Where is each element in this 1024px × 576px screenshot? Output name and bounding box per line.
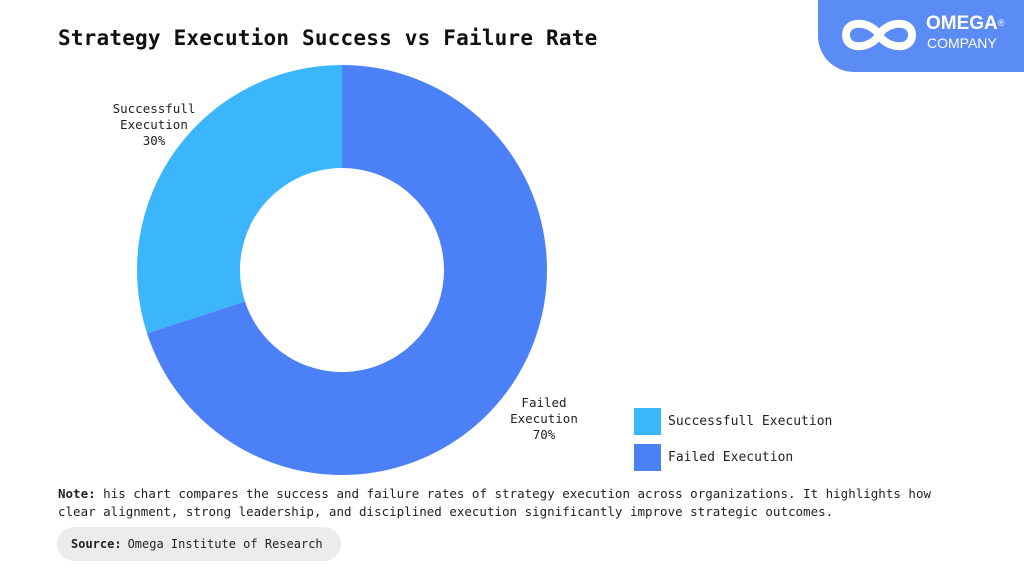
slice-label-name-line2: Execution — [510, 411, 578, 426]
logo-subtitle: COMPANY — [927, 35, 997, 51]
legend: Successfull Execution Failed Execution — [634, 407, 832, 479]
legend-label: Successfull Execution — [668, 413, 833, 429]
slice-failed-execution — [147, 65, 548, 476]
legend-item-successful: Successfull Execution — [634, 407, 832, 435]
legend-label: Failed Execution — [668, 449, 794, 465]
note-text: his chart compares the success and failu… — [58, 486, 931, 519]
infinity-icon — [841, 19, 917, 51]
legend-swatch — [634, 407, 661, 435]
slice-label-value: 30% — [142, 133, 166, 148]
slice-label-name-line2: Execution — [120, 117, 188, 132]
registered-mark: ® — [997, 18, 1005, 28]
source-label: Source: — [71, 537, 122, 551]
chart-note: Note: his chart compares the success and… — [58, 485, 968, 521]
logo-name: OMEGA® — [926, 13, 1005, 34]
legend-swatch — [634, 443, 661, 471]
slice-label-value: 70% — [532, 427, 556, 442]
source-pill: Source: Omega Institute of Research — [57, 527, 341, 561]
legend-item-failed: Failed Execution — [634, 443, 832, 471]
source-text: Omega Institute of Research — [127, 537, 323, 551]
company-logo: OMEGA® COMPANY — [818, 0, 1024, 72]
note-label: Note: — [58, 486, 96, 501]
slice-label-name-line1: Successfull — [112, 101, 196, 116]
chart-title: Strategy Execution Success vs Failure Ra… — [58, 26, 598, 50]
slice-label-name-line1: Failed — [521, 395, 567, 410]
slice-label-successful: Successfull Execution 30% — [92, 101, 216, 149]
slice-successful-execution — [136, 65, 342, 334]
slice-label-failed: Failed Execution 70% — [488, 395, 600, 443]
